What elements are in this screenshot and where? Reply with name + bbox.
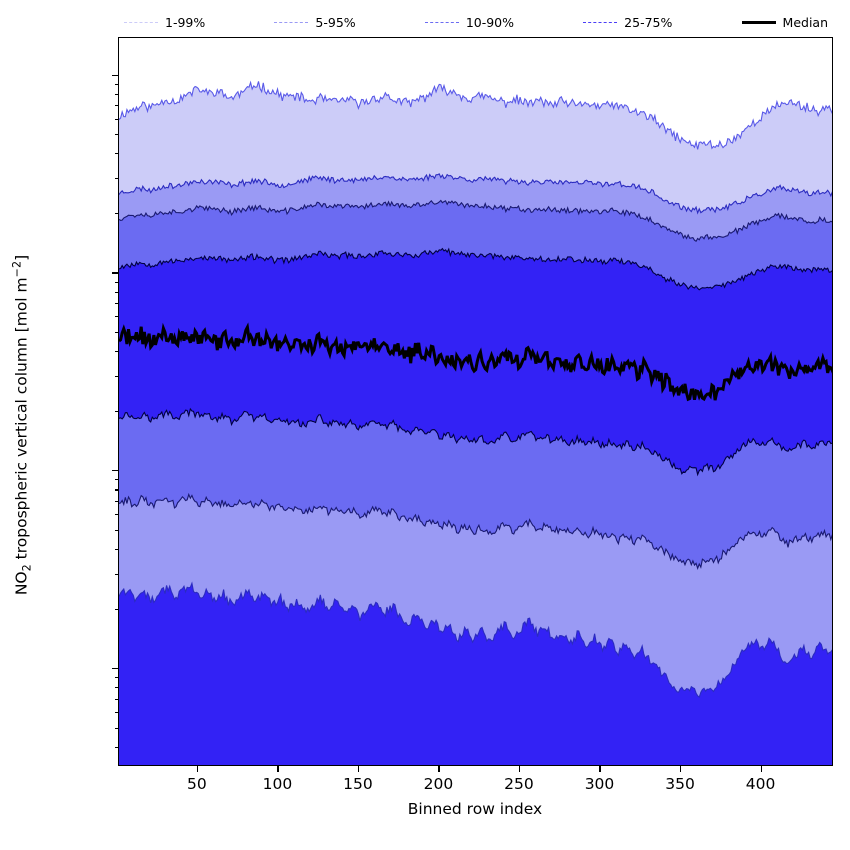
legend-item-median[interactable]: Median [741, 14, 828, 30]
x-axis-title: Binned row index [407, 800, 543, 818]
x-tick-label: 200 [423, 775, 454, 793]
legend-swatch [424, 21, 459, 23]
x-tick-major [680, 766, 682, 772]
x-tick-major [760, 766, 762, 772]
legend-item-10-90-[interactable]: 10-90% [424, 14, 515, 30]
y-tick-minor [114, 608, 118, 610]
legend-item-25-75-[interactable]: 25-75% [583, 15, 672, 30]
y-tick-minor [114, 677, 118, 679]
y-tick-minor [114, 332, 118, 334]
x-tick-major [518, 766, 521, 772]
y-tick-minor [114, 698, 118, 700]
x-tick-label: 50 [187, 775, 207, 793]
x-tick-label: 300 [584, 775, 615, 793]
y-tick-minor [114, 153, 118, 155]
y-tick-major [112, 470, 118, 472]
y-tick-minor [114, 281, 118, 283]
legend-label: 1-99% [165, 14, 206, 30]
x-tick-label: 350 [665, 775, 695, 793]
x-tick-major [196, 766, 198, 772]
y-tick-minor [114, 83, 118, 85]
plot-area [118, 37, 833, 766]
x-tick-major [277, 766, 279, 772]
legend-label: Median [782, 14, 828, 30]
chart-svg [119, 80, 832, 765]
x-tick-label: 400 [745, 775, 776, 793]
legend-swatch [274, 21, 309, 23]
y-tick-minor [114, 93, 118, 95]
y-tick-minor [114, 687, 118, 689]
chart-legend: 1-99% 5-95% 10-90% 25-75% Median [118, 10, 834, 34]
y-tick-minor [114, 410, 118, 412]
y-tick-minor [114, 549, 118, 551]
y-tick-minor [114, 727, 118, 729]
legend-label: 25-75% [624, 14, 673, 30]
x-tick-major [599, 766, 601, 772]
legend-swatch [741, 20, 776, 24]
y-tick-minor [114, 375, 118, 377]
y-tick-minor [114, 134, 118, 136]
y-tick-minor [114, 479, 118, 481]
x-tick-major [438, 766, 440, 772]
y-tick-major [112, 74, 118, 76]
y-tick-minor [114, 118, 118, 120]
x-tick-major [357, 766, 360, 772]
y-tick-major [112, 668, 118, 670]
y-tick-minor [114, 529, 118, 531]
legend-swatch [124, 21, 158, 23]
band-25-75 [119, 247, 832, 477]
x-tick-label: 100 [262, 775, 293, 793]
y-tick-minor [114, 178, 118, 180]
x-tick-label: 150 [343, 775, 373, 793]
x-tick-label: 250 [504, 775, 534, 793]
median-line [119, 322, 832, 402]
legend-item-1-99-[interactable]: 1-99% [124, 15, 205, 30]
legend-label: 5-95% [315, 14, 356, 30]
y-tick-minor [114, 316, 118, 318]
y-tick-minor [114, 351, 118, 353]
y-tick-minor [114, 303, 118, 305]
y-tick-minor [114, 105, 118, 107]
y-tick-minor [114, 212, 118, 214]
legend-swatch [583, 21, 618, 23]
y-axis-title: NO2 tropospheric vertical column [mol m−… [10, 254, 34, 596]
y-tick-minor [114, 573, 118, 575]
y-tick-minor [114, 514, 118, 516]
y-tick-minor [114, 711, 118, 714]
y-tick-minor [114, 489, 118, 491]
legend-label: 10-90% [465, 14, 515, 30]
y-tick-minor [114, 746, 118, 748]
y-tick-major [112, 272, 118, 274]
y-tick-minor [114, 291, 118, 293]
y-tick-minor [114, 500, 118, 503]
legend-item-5-95-[interactable]: 5-95% [274, 14, 356, 30]
